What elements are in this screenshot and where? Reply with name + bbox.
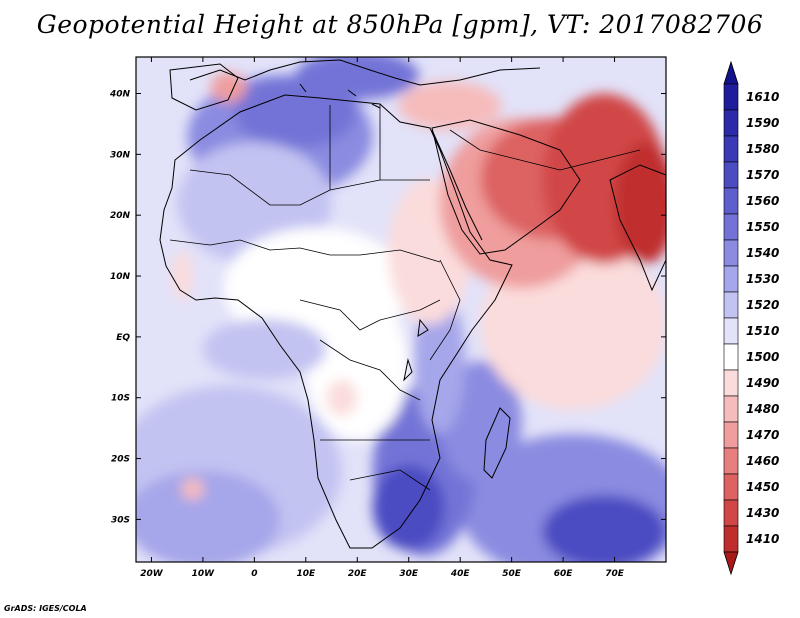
colorbar-label: 1590 <box>746 116 779 130</box>
colorbar-label: 1500 <box>746 350 779 364</box>
colorbar-segment <box>723 447 739 475</box>
colorbar-label: 1550 <box>746 220 779 234</box>
border-central <box>299 299 441 331</box>
red-sea <box>431 129 483 241</box>
colorbar-segment <box>723 239 739 267</box>
x-tick-label: 20W <box>140 569 164 579</box>
field-region-gulf-guinea-blue <box>202 318 327 380</box>
colorbar-label: 1480 <box>746 402 779 416</box>
iberia-coastline <box>169 63 239 111</box>
field-region-southern-africa-core <box>372 464 445 550</box>
x-tick-label: 0 <box>251 569 257 579</box>
colorbar-segment <box>723 343 739 371</box>
field-region-central-africa-white <box>305 294 409 441</box>
y-tick-label: 10S <box>111 394 130 404</box>
border-southern <box>320 439 431 491</box>
colorbar: 1610 1590 1580 1570 1560 1550 1540 1530 1520 1510… <box>723 60 779 576</box>
x-tick-label: 70E <box>605 569 625 579</box>
colorbar-segment <box>723 499 739 527</box>
great-lakes <box>403 318 429 382</box>
field-region-europe-high <box>295 57 419 100</box>
colorbar-top-cap <box>723 60 739 85</box>
country-borders <box>169 104 641 491</box>
colorbar-segment <box>723 395 739 423</box>
colorbar-segment <box>723 525 739 553</box>
colorbar-segment <box>723 109 739 137</box>
colorbar-label: 1580 <box>746 142 779 156</box>
x-tick-label: 10W <box>192 569 216 579</box>
field-shading <box>136 57 666 562</box>
map-frame <box>135 56 667 563</box>
colorbar-label: 1570 <box>746 168 779 182</box>
colorbar-label: 1540 <box>746 246 779 260</box>
x-tick-label: 20E <box>348 569 368 579</box>
y-tick-label: 10N <box>110 272 131 282</box>
arabia-coastline <box>431 119 581 255</box>
colorbar-label: 1410 <box>746 532 779 546</box>
y-tick-label: EQ <box>116 333 130 343</box>
y-tick-label: 30S <box>111 515 130 525</box>
colorbar-label: 1520 <box>746 298 779 312</box>
y-tick-label: 40N <box>109 90 131 100</box>
coastlines <box>159 59 666 549</box>
x-tick-label: 40E <box>450 569 471 579</box>
field-region-south-atlantic-high-core <box>136 470 281 562</box>
colorbar-segment <box>723 473 739 501</box>
colorbar-label: 1530 <box>746 272 779 286</box>
colorbar-segment <box>723 213 739 241</box>
x-tick-label: 50E <box>502 569 522 579</box>
europe-coastline <box>189 59 541 86</box>
y-tick-label: 20S <box>111 455 130 465</box>
y-axis-ticks: 40N 30N 20N 10N EQ 10S 20S 30S <box>109 90 666 525</box>
india-coastline <box>609 164 666 292</box>
colorbar-segment <box>723 161 739 189</box>
africa-coastline <box>159 94 513 549</box>
field-region-east-africa-ridge <box>413 288 466 435</box>
field-region-indian-ocean-high-core <box>542 495 666 562</box>
border-libya-egypt <box>329 104 381 190</box>
border-middle-east <box>449 129 641 171</box>
colorbar-label: 1560 <box>746 194 779 208</box>
colorbar-segment <box>723 317 739 345</box>
colorbar-bottom-cap <box>723 551 739 576</box>
mediterranean-islands <box>299 83 381 109</box>
colorbar-segment <box>723 291 739 319</box>
colorbar-segment <box>723 187 739 215</box>
colorbar-segment <box>723 265 739 293</box>
field-region-angola-pink <box>326 379 358 416</box>
border-sahel <box>169 239 441 263</box>
colorbar-label: 1490 <box>746 376 779 390</box>
field-region-morocco-coast-pink <box>172 251 193 301</box>
colorbar-label: 1430 <box>746 506 779 520</box>
y-tick-label: 20N <box>110 211 131 221</box>
x-axis-ticks: 20W 10W 0 10E 20E 30E 40E 50E 60E 70E <box>140 57 625 579</box>
border-congo <box>319 339 421 401</box>
colorbar-label: 1610 <box>746 90 779 104</box>
x-tick-label: 60E <box>554 569 574 579</box>
y-tick-label: 30N <box>110 150 131 160</box>
madagascar <box>483 407 511 479</box>
colorbar-label: 1510 <box>746 324 779 338</box>
colorbar-label: 1450 <box>746 480 779 494</box>
field-region-south-atlantic-low-pocket <box>181 478 204 500</box>
x-tick-label: 10E <box>296 569 316 579</box>
border-east <box>429 259 461 361</box>
field-region-india-low-core <box>614 142 666 264</box>
map-panel <box>136 57 666 562</box>
colorbar-segment <box>723 135 739 163</box>
field-region-mediterranean-east-pink <box>398 81 502 131</box>
x-tick-label: 30E <box>399 569 419 579</box>
colorbar-segment <box>723 421 739 449</box>
grads-credit: GrADS: IGES/COLA <box>4 604 87 613</box>
colorbar-segment <box>723 369 739 397</box>
colorbar-label: 1470 <box>746 428 779 442</box>
colorbar-segment <box>723 83 739 111</box>
chart-title: Geopotential Height at 850hPa [gpm], VT:… <box>36 10 764 39</box>
colorbar-label: 1460 <box>746 454 779 468</box>
